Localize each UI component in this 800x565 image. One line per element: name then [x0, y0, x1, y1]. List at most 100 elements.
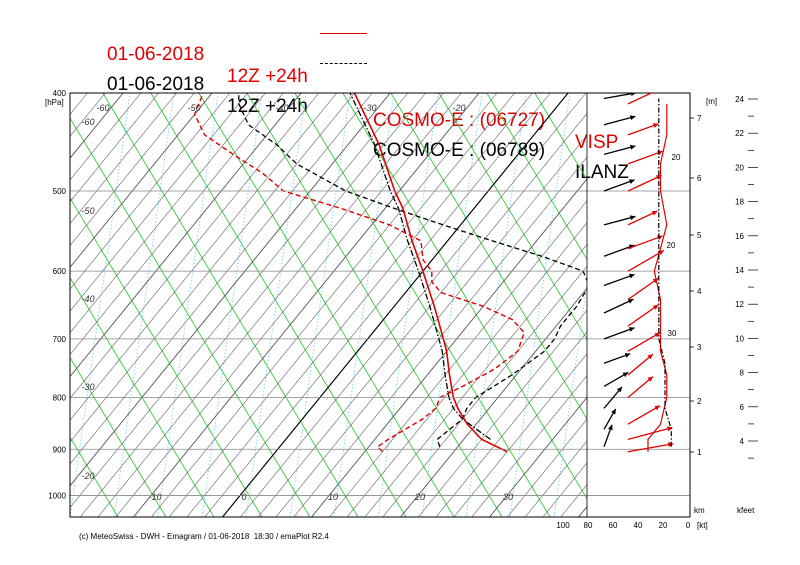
- isotach-label: 20: [667, 241, 676, 250]
- isotherm-label: -30: [81, 382, 94, 392]
- isotherm: [507, 418, 587, 517]
- isotherm: [0, 93, 34, 517]
- mixing-ratio-line: [553, 280, 587, 517]
- isotherm: [489, 396, 587, 517]
- wind-tick-label: 20: [659, 521, 668, 530]
- km-label: km: [694, 506, 705, 515]
- temperature-tick-label: -10: [148, 492, 161, 502]
- ilanz-wind-arrow-head: [628, 273, 635, 279]
- visp-wind-arrow: [627, 426, 673, 441]
- visp-wind-arrow: [627, 150, 663, 165]
- height-m-tick-label: 7: [697, 114, 702, 123]
- isotherm: [0, 93, 16, 517]
- ilanz-wind-arrow: [603, 327, 635, 340]
- title-visp: 01-06-2018 12Z +24h COSMO-E : (06727) VI…: [0, 22, 800, 154]
- isotherm: [151, 93, 498, 517]
- height-m-tick-label: 5: [697, 231, 702, 240]
- isotherm: [70, 93, 177, 225]
- ilanz-wind-arrow-head: [628, 327, 635, 332]
- height-m-tick-label: 1: [697, 448, 702, 457]
- isotherm: [364, 244, 587, 517]
- visp-wind-arrow: [627, 443, 674, 453]
- isotherm: [524, 440, 587, 517]
- isotherm-zero: [222, 93, 569, 517]
- ilanz-wind-arrow-head: [607, 424, 613, 431]
- isotherm: [578, 505, 587, 517]
- dry-adiabat: [70, 356, 167, 517]
- ilanz-wind-arrow: [603, 115, 636, 126]
- isotherm: [257, 113, 587, 517]
- height-m-unit-label: [m]: [706, 97, 717, 106]
- visp-wind-arrow-head: [654, 332, 661, 338]
- plot-frame: [69, 92, 691, 518]
- pressure-tick-label: 800: [53, 394, 67, 403]
- mixing-ratio-line: [465, 93, 527, 517]
- isotherm: [721, 93, 800, 517]
- isotherm-label: -20: [81, 471, 94, 481]
- isotherm: [471, 375, 587, 517]
- temperature-tick-label: 10: [328, 492, 338, 502]
- height-kfeet-tick-label: 16: [735, 232, 744, 241]
- visp-wind-arrow: [627, 353, 654, 376]
- isotherm: [70, 93, 302, 378]
- isotherm: [418, 309, 587, 517]
- ilanz-wind-arrow-head: [629, 115, 636, 121]
- dry-adiabat: [486, 93, 587, 261]
- dry-adiabat: [0, 63, 22, 517]
- dry-adiabat: [70, 197, 263, 517]
- ilanz-wind-arrow-head: [622, 372, 629, 378]
- ilanz-wind-arrow-head: [616, 386, 622, 393]
- height-m-tick-label: 3: [697, 343, 702, 352]
- height-m-tick-label: 4: [697, 287, 702, 296]
- isotherm-label: -40: [275, 103, 288, 113]
- mixing-ratio-line: [333, 93, 395, 517]
- visp-wind-arrow-head: [652, 304, 659, 310]
- visp-wind-arrow: [627, 304, 659, 327]
- mixing-ratio-line: [289, 93, 351, 517]
- dry-adiabat: [70, 436, 119, 517]
- isotherm-label: -60: [96, 103, 109, 113]
- visp-wind-arrow-head: [653, 93, 656, 95]
- isotherm-label: -30: [363, 103, 376, 113]
- ilanz-wind-arrow-head: [628, 179, 635, 184]
- temperature-tick-label: 20: [414, 492, 425, 502]
- dry-adiabat: [294, 93, 551, 517]
- dry-adiabat: [102, 93, 359, 517]
- legend-solid-line: [320, 33, 367, 34]
- isotherm: [739, 93, 800, 517]
- isotherm: [70, 93, 355, 443]
- ilanz-wind-arrow-head: [627, 299, 634, 304]
- isotherm: [240, 93, 587, 517]
- isotherm: [115, 93, 462, 517]
- ilanz-temperature-line: [349, 93, 491, 440]
- title-visp-station: VISP: [575, 132, 619, 153]
- dry-adiabat: [438, 93, 587, 341]
- diagram-area: [0, 63, 800, 517]
- isotherm: [293, 156, 587, 517]
- ilanz-wind-arrow-head: [611, 408, 616, 415]
- ilanz-windspeed-line: [658, 98, 672, 447]
- wind-tick-label: 0: [686, 521, 691, 530]
- isotherm: [97, 93, 444, 517]
- mixing-ratio-line: [201, 93, 263, 517]
- height-kfeet-tick-label: 14: [735, 266, 744, 275]
- visp-wind-arrow: [627, 93, 653, 105]
- height-kfeet-tick-label: 10: [735, 334, 744, 343]
- isotherm-label: -20: [452, 103, 465, 113]
- isotherm: [70, 93, 195, 246]
- title-visp-run: 12Z +24h: [227, 66, 308, 87]
- ilanz-wind-arrow: [603, 93, 637, 100]
- isotherm: [70, 93, 373, 465]
- pressure-tick-label: 600: [53, 267, 67, 276]
- height-kfeet-tick-label: 12: [735, 300, 744, 309]
- isotherm: [614, 93, 800, 517]
- title-ilanz-date: 01-06-2018: [107, 74, 205, 95]
- ilanz-wind-arrow: [603, 179, 635, 192]
- ilanz-dewpoint-line: [238, 93, 587, 448]
- temperature-tick-label: 0: [241, 492, 246, 502]
- visp-windspeed-line: [647, 103, 668, 452]
- isotherm: [453, 353, 587, 517]
- isotherm: [70, 93, 320, 399]
- title-visp-model: COSMO-E : (06727): [373, 110, 546, 131]
